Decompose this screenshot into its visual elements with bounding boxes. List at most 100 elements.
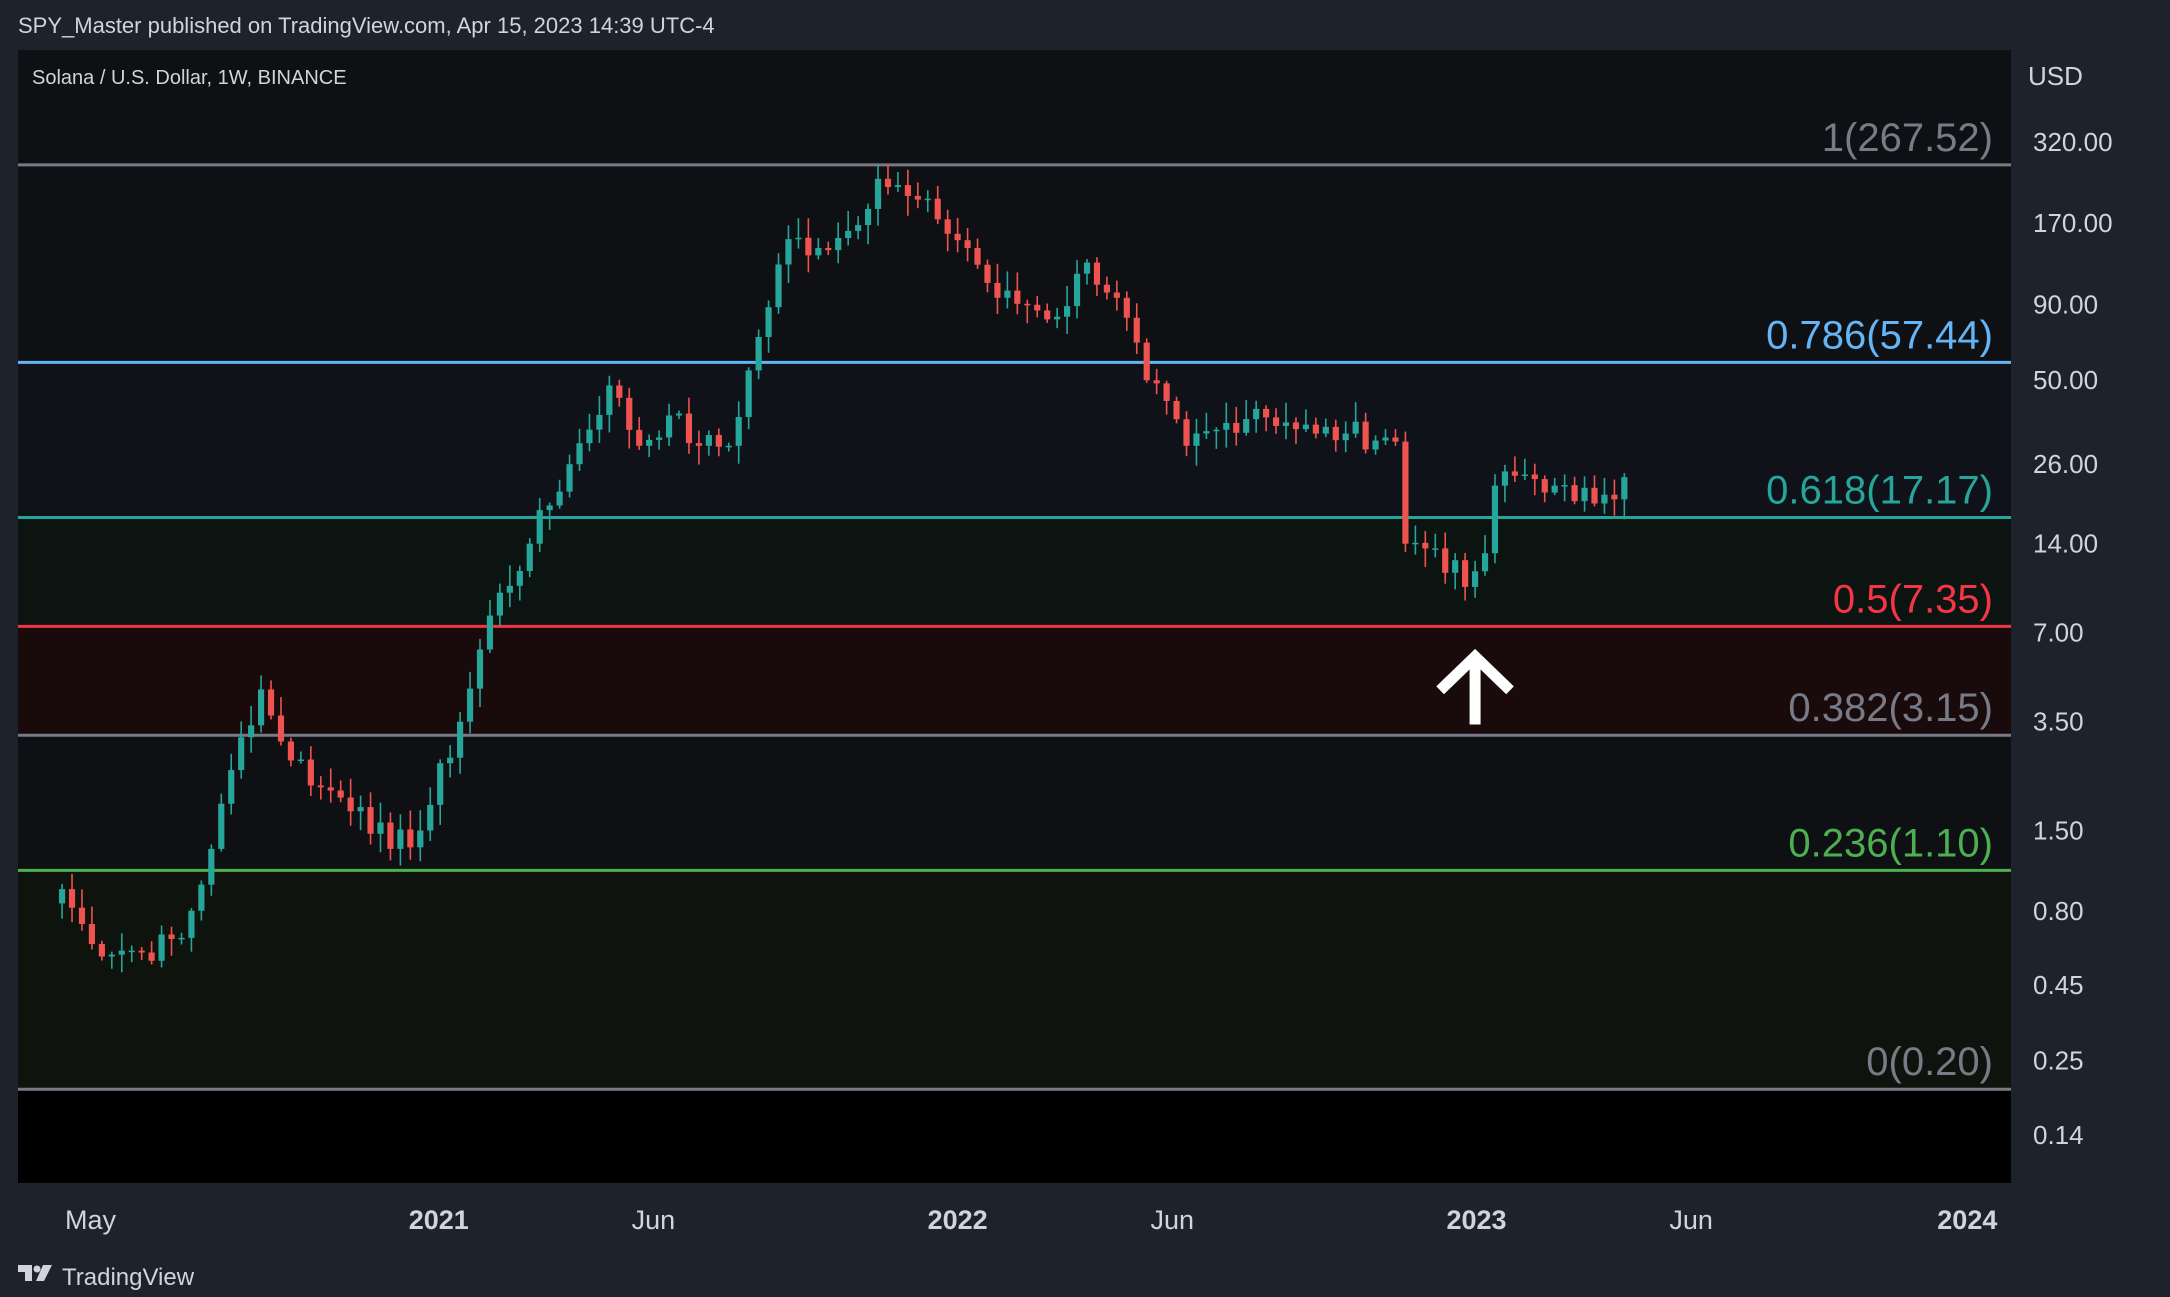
price-axis-panel[interactable] — [2011, 50, 2170, 1255]
price-tick-label: 26.00 — [2033, 449, 2098, 479]
tradingview-brand[interactable]: TradingView — [62, 1264, 195, 1291]
candle-up — [855, 225, 862, 231]
candle-down — [68, 889, 76, 908]
candle-up — [675, 413, 683, 416]
candle-up — [665, 415, 673, 438]
candle-down — [347, 797, 354, 812]
candle-down — [616, 385, 623, 398]
candle-up — [1551, 485, 1558, 493]
candle-up — [894, 185, 902, 187]
candle-up — [437, 763, 444, 805]
zone-above-top — [18, 50, 2011, 165]
candle-up — [1302, 424, 1310, 430]
price-tick-label: 0.25 — [2033, 1046, 2084, 1076]
candle-up — [1352, 421, 1359, 434]
candle-up — [377, 822, 384, 834]
candle-up — [1282, 422, 1290, 426]
candle-down — [884, 178, 892, 187]
price-tick-label: 14.00 — [2033, 529, 2098, 559]
candle-down — [636, 429, 643, 446]
currency-label: USD — [2028, 61, 2083, 91]
candle-down — [954, 233, 961, 241]
candle-down — [1143, 342, 1150, 381]
candle-up — [815, 248, 822, 256]
fib-zones — [18, 50, 2011, 1183]
price-chart[interactable]: 1(267.52) 0.786(57.44) 0.618(17.17) 0.5(7.3… — [18, 50, 2170, 1255]
candle-up — [1054, 316, 1061, 320]
candle-down — [1163, 383, 1170, 401]
candle-up — [506, 585, 513, 593]
fib-label-0: 0(0.20) — [1866, 1040, 1993, 1084]
price-tick-label: 1.50 — [2033, 816, 2084, 846]
candle-up — [58, 889, 66, 904]
candle-up — [646, 439, 653, 446]
fib-zone-0-786 — [18, 362, 2011, 518]
candle-up — [566, 464, 573, 492]
fib-zone-1 — [18, 164, 2011, 363]
fib-zone-0-382 — [18, 735, 2011, 871]
publish-line: SPY_Master published on TradingView.com,… — [18, 13, 715, 38]
footer: TradingView — [0, 1255, 2170, 1297]
arrow-up-icon — [1436, 648, 1514, 695]
chart-container[interactable]: 1(267.52) 0.786(57.44) 0.618(17.17) 0.5(7.3… — [18, 50, 2170, 1255]
candle-down — [1611, 494, 1618, 500]
candle-down — [267, 689, 275, 716]
time-tick-label: Jun — [1669, 1205, 1713, 1235]
arrow-annotation — [1436, 648, 1514, 725]
candle-up — [257, 689, 265, 726]
candle-down — [168, 934, 175, 940]
candle-down — [78, 907, 86, 924]
candle-down — [277, 715, 285, 742]
candle-up — [1243, 419, 1250, 433]
candle-up — [556, 491, 563, 506]
time-axis-panel[interactable] — [18, 1183, 2011, 1255]
candle-up — [457, 721, 464, 758]
candle-down — [1133, 317, 1140, 343]
fib-label-0-236: 0.236(1.10) — [1788, 821, 1993, 865]
candle-down — [1511, 471, 1518, 476]
candle-down — [1153, 380, 1160, 384]
candle-down — [1571, 485, 1578, 502]
candle-down — [88, 923, 96, 944]
publish-header: SPY_Master published on TradingView.com,… — [0, 0, 2170, 50]
candle-up — [128, 950, 135, 953]
candle-up — [1083, 262, 1091, 274]
candle-up — [397, 829, 404, 849]
candle-down — [695, 443, 703, 446]
candle-up — [1073, 273, 1081, 307]
fib-lines — [18, 163, 2011, 1091]
candle-up — [1491, 485, 1499, 554]
candle-down — [387, 822, 394, 849]
candlestick-series — [58, 163, 1628, 973]
candle-down — [1531, 474, 1538, 480]
candle-up — [606, 385, 613, 415]
price-tick-label: 90.00 — [2033, 290, 2098, 320]
candle-up — [536, 510, 543, 544]
candle-up — [476, 649, 484, 689]
candle-down — [1123, 297, 1130, 318]
candle-down — [1272, 417, 1280, 426]
candle-up — [486, 615, 494, 650]
price-tick-label: 320.00 — [2033, 127, 2113, 157]
price-tick-label: 170.00 — [2033, 208, 2113, 238]
candle-down — [974, 248, 981, 265]
candle-up — [705, 434, 712, 446]
candle-up — [1322, 426, 1329, 434]
candle-down — [904, 185, 911, 196]
candle-up — [864, 208, 872, 226]
candle-down — [138, 950, 145, 953]
candle-down — [1442, 548, 1449, 573]
candle-down — [626, 397, 633, 430]
time-tick-label: May — [65, 1205, 117, 1235]
candle-down — [1093, 262, 1101, 285]
candle-down — [1362, 421, 1369, 450]
candle-up — [516, 570, 523, 586]
candle-down — [1292, 422, 1300, 430]
time-tick-label: 2021 — [409, 1205, 469, 1235]
candle-up — [1004, 290, 1011, 298]
candle-up — [108, 954, 115, 957]
candle-down — [1173, 400, 1180, 420]
candle-down — [1024, 303, 1031, 306]
price-tick-label: 0.80 — [2033, 896, 2084, 926]
candle-up — [228, 770, 235, 804]
